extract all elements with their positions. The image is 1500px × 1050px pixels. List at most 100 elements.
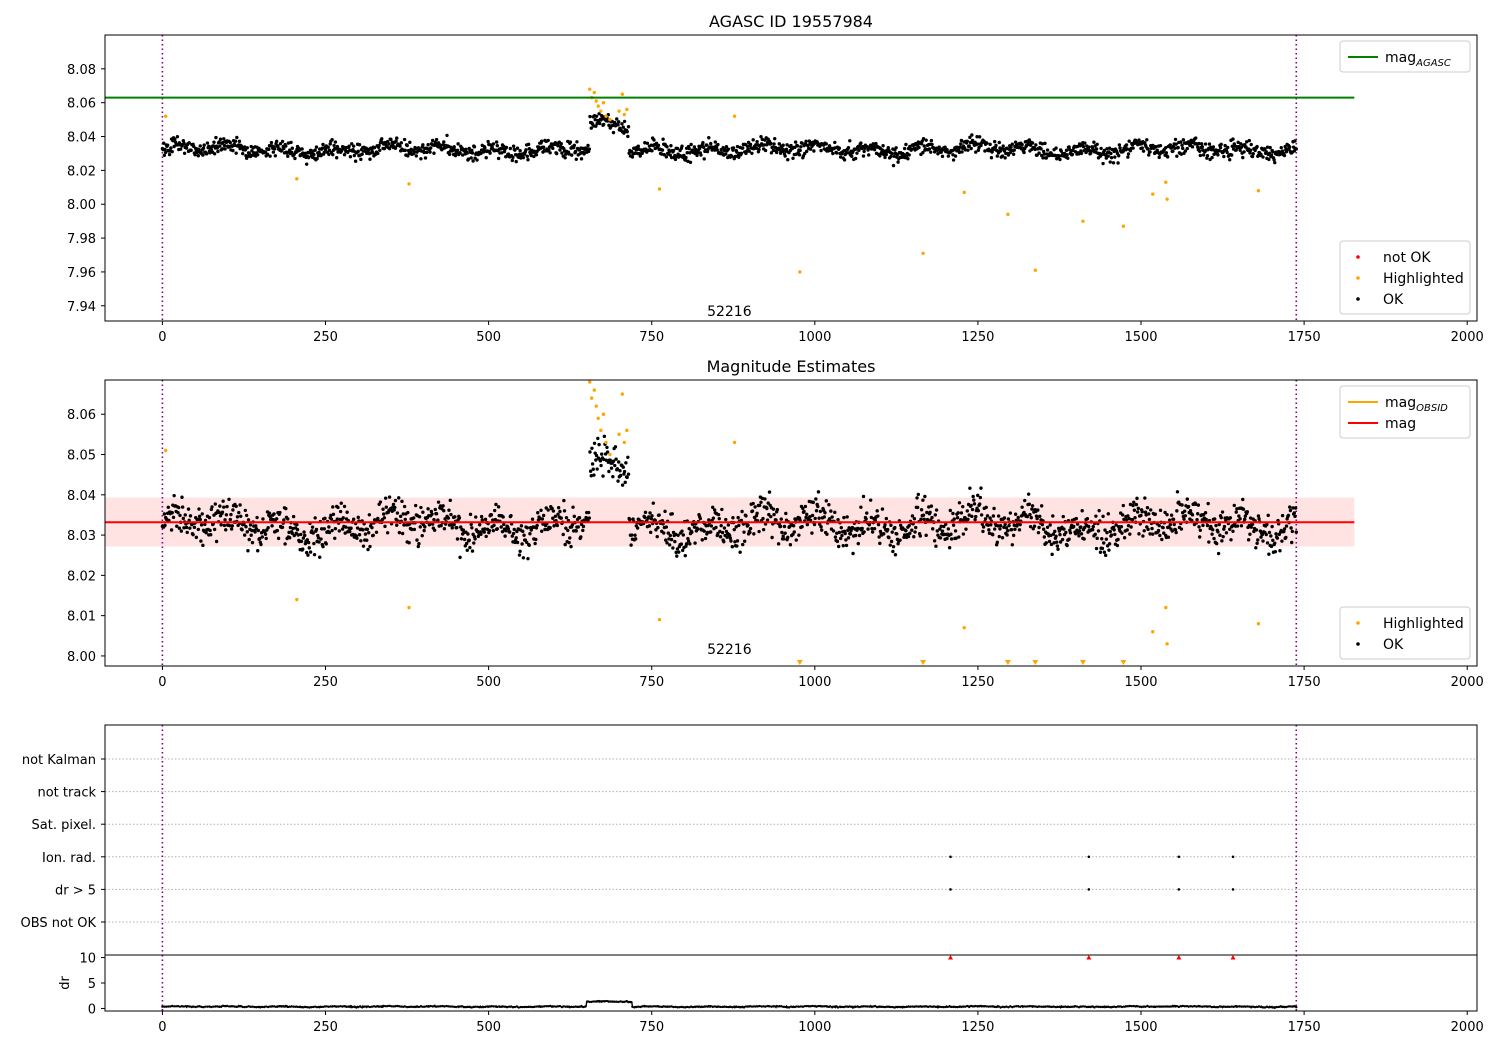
panel4-dr-point [899,1005,902,1009]
panel2-point [1044,541,1048,545]
panel4-dr-point [717,1005,720,1008]
panel1-point [757,147,761,152]
panel2-point [978,495,983,500]
panel2-point [782,524,787,529]
panel2-point [954,536,958,540]
panel2-point [199,523,204,527]
panel2-point [1056,526,1061,531]
panel2-point [735,539,740,543]
panel2-ytick-label: 8.02 [67,569,96,584]
panel4-dr-point [629,1000,632,1004]
panel2-point [466,532,470,536]
panel4-dr-point [783,1005,787,1009]
panel4-dr-point [1148,1005,1151,1009]
panel4-dr-point [866,1005,869,1008]
panel2-point [1182,517,1186,521]
panel2-point [278,510,282,515]
panel4-dr-point [531,1005,534,1009]
panel4-dr-point [1240,1005,1243,1008]
panel2-point [491,518,495,522]
panel1-point [800,141,804,145]
panel2-point [577,516,582,520]
panel4-dr-point [1167,1005,1171,1008]
panel4-dr-point [259,1006,262,1009]
panel2-point [295,597,299,602]
panel2-point [1288,508,1293,513]
panel4-dr-point [876,1005,879,1009]
panel1-point [859,141,863,145]
panel4-dr-point [617,1000,620,1004]
panel2-point [964,527,968,531]
panel1-point [1124,143,1129,147]
panel1-point [771,148,776,153]
panel4-dr-point [572,1005,575,1009]
panel4-dr-point [1291,1005,1294,1008]
panel2-point [1254,546,1258,550]
panel2-point [981,529,985,534]
panel2-point [1136,506,1141,511]
panel4-dr-point [827,1005,830,1009]
panel4-dr-point [480,1006,483,1009]
panel2-point [494,502,498,507]
panel1-point [902,153,906,157]
panel1-point [1105,147,1109,151]
panel1-point [1079,151,1084,156]
panel4-dr-point [167,1005,170,1008]
panel2-point [299,532,303,537]
panel1-point [1113,155,1117,159]
panel1-point [245,146,249,150]
panel4-dr-point [1003,1005,1006,1009]
panel2-point [1058,540,1063,544]
panel1-point [1250,154,1255,159]
panel4-dr-point [1224,1005,1227,1008]
panel4-dr-point [1024,1005,1028,1008]
panel2-point [1148,532,1152,536]
panel4-dr-point [985,1005,989,1008]
panel1-point [894,146,898,150]
panel2-point [240,528,244,532]
panel2-point [446,516,451,520]
panel2-point [395,523,399,527]
panel1-point [572,143,577,148]
panel2-point [217,510,221,515]
panel2-point [848,532,853,536]
panel1-point [237,139,242,144]
panel2-point [611,459,616,463]
panel1-point [1041,149,1046,154]
panel2-point [468,545,472,550]
panel2-point [818,509,823,514]
panel2-point [1120,531,1124,535]
panel4-dr-point [233,1005,237,1008]
panel2-point [1206,501,1210,506]
panel2-point [772,512,776,517]
panel2-point [1144,513,1148,517]
panel2-point [608,458,612,462]
panel1-point [434,137,439,142]
panel4-dr-point [290,1005,293,1008]
panel2-point [953,529,958,533]
panel4-dr-point [161,1005,164,1008]
panel1-point [650,149,654,153]
panel4-dr-point [611,1000,615,1003]
panel4-dr-point [1103,1005,1106,1008]
panel2-point [551,509,556,513]
panel4-dr-point [298,1005,301,1009]
panel4-dr-point [989,1005,992,1008]
panel4-dr-point [1205,1005,1208,1008]
panel4-dr-point [883,1005,887,1009]
panel2-point [1040,522,1045,527]
panel1-point [216,149,220,154]
panel2-point [1241,497,1245,502]
panel2-point [732,527,736,532]
panel4-dr-point [1263,1006,1267,1009]
panel4-dr-point [1244,1005,1247,1008]
panel1-ytick-label: 8.02 [67,164,96,179]
panel4-dr-point [378,1005,381,1008]
panel2-point [1061,514,1065,519]
panel2-point [242,533,247,537]
panel2-point [837,530,842,535]
panel4-dr-point [970,1004,973,1008]
panel1-point [393,146,398,150]
panel2-point [1018,522,1022,527]
panel1-point [1127,139,1131,143]
